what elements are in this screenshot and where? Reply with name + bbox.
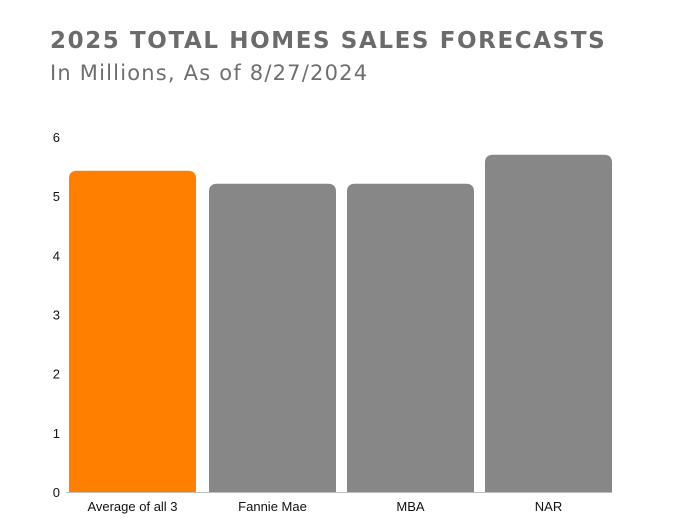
y-tick-label-1: 1 (53, 426, 60, 441)
chart-subtitle: In Millions, As of 8/27/2024 (50, 61, 369, 85)
y-tick-label-5: 5 (53, 189, 60, 204)
bar-mba (347, 183, 474, 492)
bar-fannie-mae (209, 183, 336, 492)
x-category-label-1: Fannie Mae (238, 499, 307, 514)
x-category-label-3: NAR (535, 499, 562, 514)
bar-nar (485, 154, 612, 492)
x-category-label-2: MBA (396, 499, 425, 514)
bar-average-of-all-3 (69, 170, 196, 492)
y-tick-label-6: 6 (53, 130, 60, 145)
y-tick-label-0: 0 (53, 485, 60, 500)
y-tick-label-2: 2 (53, 367, 60, 382)
chart-title: 2025 TOTAL HOMES SALES FORECASTS (50, 28, 607, 54)
y-tick-label-4: 4 (53, 248, 60, 263)
y-tick-label-3: 3 (53, 308, 60, 323)
x-category-label-0: Average of all 3 (87, 499, 177, 514)
